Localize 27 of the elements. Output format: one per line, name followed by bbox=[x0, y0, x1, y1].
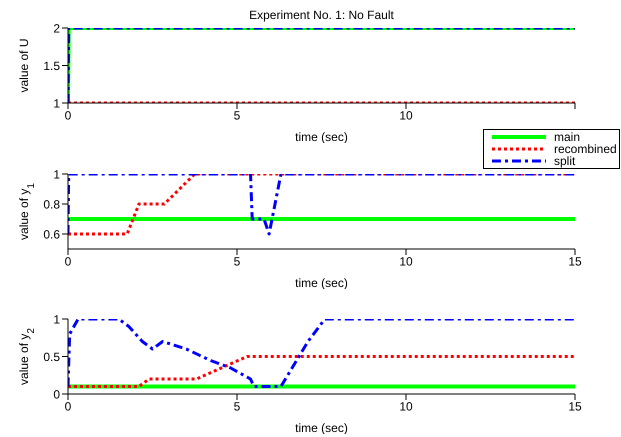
chart-title: Experiment No. 1: No Fault bbox=[248, 8, 395, 22]
x-tick-label: 0 bbox=[64, 400, 72, 414]
y-tick-label: 0.5 bbox=[43, 350, 60, 364]
x-tick-label: 0 bbox=[64, 254, 72, 269]
line-series bbox=[68, 355, 575, 388]
x-tick-label: 10 bbox=[399, 400, 413, 414]
x-tick-label: 15 bbox=[568, 400, 582, 414]
x-tick-label: 5 bbox=[234, 254, 241, 269]
x-tick-label: 10 bbox=[399, 108, 413, 123]
y-axis-title: value of U bbox=[17, 38, 31, 93]
y-tick-label: 1.5 bbox=[43, 58, 60, 73]
line-series bbox=[68, 319, 575, 388]
y-tick-label: 1 bbox=[53, 96, 60, 110]
y-tick-label: 0.6 bbox=[43, 227, 60, 242]
x-tick-label: 5 bbox=[234, 400, 241, 414]
legend-label: split bbox=[554, 154, 576, 168]
x-tick-label: 5 bbox=[234, 108, 241, 123]
y-tick-label: 1 bbox=[53, 312, 60, 326]
x-tick-label: 0 bbox=[64, 108, 72, 123]
legend-label: recombined bbox=[554, 142, 617, 156]
legend-label: main bbox=[554, 130, 580, 144]
x-tick-label: 10 bbox=[399, 254, 413, 269]
y-tick-label: 2 bbox=[53, 21, 60, 36]
y-tick-label: 0 bbox=[53, 387, 60, 402]
x-tick-label: 15 bbox=[568, 254, 582, 269]
y-tick-label: 0.8 bbox=[43, 197, 60, 212]
y-tick-label: 1 bbox=[53, 167, 60, 182]
